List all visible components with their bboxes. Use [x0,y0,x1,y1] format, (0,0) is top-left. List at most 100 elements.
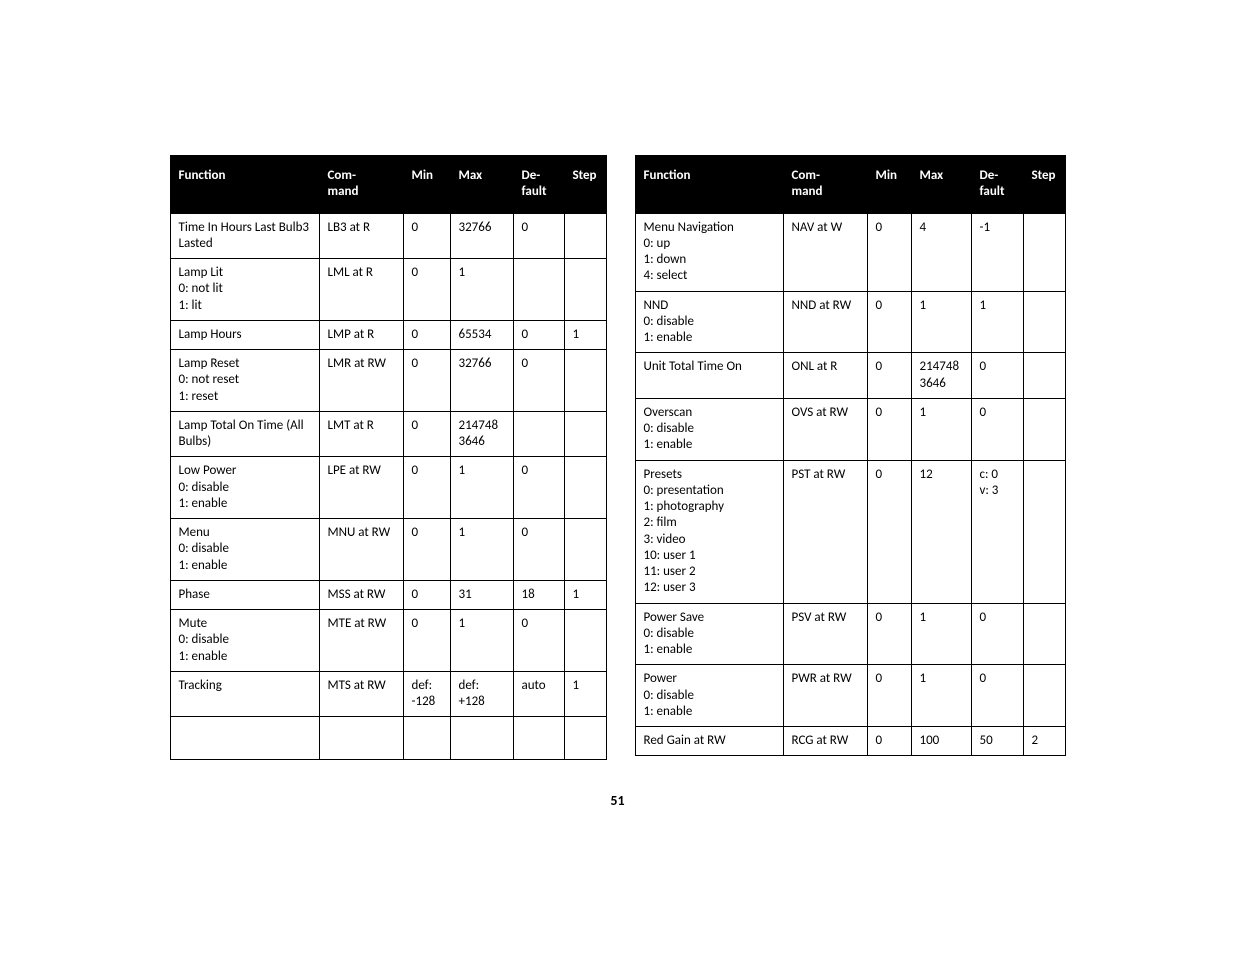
table-cell: 214748 3646 [450,411,513,457]
table-header-cell: Min [867,156,911,214]
table-cell: 0 [403,259,450,321]
table-cell: 1 [564,320,606,349]
table-cell: 0 [513,350,564,412]
table-column-0: FunctionCom- mandMinMaxDe- faultStepTime… [170,155,607,954]
table-cell: 0 [867,460,911,603]
command-table: FunctionCom- mandMinMaxDe- faultStepTime… [170,155,607,760]
command-table: FunctionCom- mandMinMaxDe- faultStepMenu… [635,155,1066,756]
table-row: Unit Total Time OnONL at R0214748 36460 [635,353,1065,399]
table-cell: 0 [403,411,450,457]
table-cell: def: -128 [403,671,450,717]
table-cell: Overscan 0: disable 1: enable [635,398,783,460]
table-cell [1023,603,1065,665]
table-header-cell: Function [635,156,783,214]
table-cell: 0 [403,519,450,581]
table-cell: PSV at RW [783,603,867,665]
table-cell: 214748 3646 [911,353,971,399]
table-header-cell: De- fault [971,156,1023,214]
table-cell: 1 [564,671,606,717]
table-cell: 0 [403,457,450,519]
table-cell: LB3 at R [319,213,403,259]
table-cell: 1 [971,291,1023,353]
table-cell: RCG at RW [783,727,867,756]
table-row: Mute 0: disable 1: enableMTE at RW010 [170,610,606,672]
table-cell: 0 [403,580,450,609]
table-cell: 0 [513,610,564,672]
table-cell: MTS at RW [319,671,403,717]
table-cell: 18 [513,580,564,609]
table-column-1: FunctionCom- mandMinMaxDe- faultStepMenu… [635,155,1066,954]
table-cell: Tracking [170,671,319,717]
table-cell: 1 [450,610,513,672]
table-row: NND 0: disable 1: enableNND at RW011 [635,291,1065,353]
table-cell-empty [170,717,319,760]
table-cell: 0 [403,350,450,412]
table-header-cell: Min [403,156,450,214]
table-cell: 1 [450,519,513,581]
table-cell: 0 [971,665,1023,727]
table-cell: auto [513,671,564,717]
table-row: Presets 0: presentation 1: photography 2… [635,460,1065,603]
table-cell-empty [403,717,450,760]
table-cell: LML at R [319,259,403,321]
table-cell: ONL at R [783,353,867,399]
table-cell [564,610,606,672]
table-cell: Phase [170,580,319,609]
table-cell: 1 [911,665,971,727]
table-header-cell: De- fault [513,156,564,214]
table-row: TrackingMTS at RWdef: -128def: +128auto1 [170,671,606,717]
table-cell: def: +128 [450,671,513,717]
table-cell: OVS at RW [783,398,867,460]
table-header-cell: Step [1023,156,1065,214]
table-cell: 1 [450,259,513,321]
table-row: Power 0: disable 1: enablePWR at RW010 [635,665,1065,727]
table-filler-row [170,717,606,760]
table-cell: 1 [911,603,971,665]
table-cell: 100 [911,727,971,756]
table-cell-empty [564,717,606,760]
table-cell: Lamp Total On Time (All Bulbs) [170,411,319,457]
table-cell: c: 0 v: 3 [971,460,1023,603]
table-cell: 65534 [450,320,513,349]
table-row: Low Power 0: disable 1: enableLPE at RW0… [170,457,606,519]
table-cell: 0 [513,457,564,519]
table-cell: 0 [513,519,564,581]
table-cell [513,411,564,457]
table-cell: 50 [971,727,1023,756]
table-header-row: FunctionCom- mandMinMaxDe- faultStep [635,156,1065,214]
table-header-cell: Com- mand [319,156,403,214]
table-cell: 0 [867,603,911,665]
table-cell: Lamp Hours [170,320,319,349]
table-cell [1023,213,1065,291]
table-cell: -1 [971,213,1023,291]
table-cell: NAV at W [783,213,867,291]
table-row: Red Gain at RWRCG at RW0100502 [635,727,1065,756]
table-header-row: FunctionCom- mandMinMaxDe- faultStep [170,156,606,214]
table-cell [564,350,606,412]
table-cell: 0 [971,398,1023,460]
table-cell: Power 0: disable 1: enable [635,665,783,727]
table-header-cell: Max [450,156,513,214]
table-cell: Menu Navigation 0: up 1: down 4: select [635,213,783,291]
table-cell: Unit Total Time On [635,353,783,399]
table-cell: 0 [513,213,564,259]
page-container: FunctionCom- mandMinMaxDe- faultStepTime… [0,0,1235,954]
table-cell: Power Save 0: disable 1: enable [635,603,783,665]
table-cell [564,259,606,321]
table-cell: 0 [403,320,450,349]
table-cell [1023,291,1065,353]
table-cell: 0 [971,603,1023,665]
table-cell: Lamp Lit 0: not lit 1: lit [170,259,319,321]
table-cell: PWR at RW [783,665,867,727]
table-cell: 12 [911,460,971,603]
table-cell: LPE at RW [319,457,403,519]
table-cell [513,259,564,321]
table-cell: 2 [1023,727,1065,756]
table-cell: NND at RW [783,291,867,353]
table-row: Overscan 0: disable 1: enableOVS at RW01… [635,398,1065,460]
table-cell-empty [513,717,564,760]
table-cell-empty [319,717,403,760]
table-cell: Low Power 0: disable 1: enable [170,457,319,519]
table-header-cell: Function [170,156,319,214]
table-cell: PST at RW [783,460,867,603]
